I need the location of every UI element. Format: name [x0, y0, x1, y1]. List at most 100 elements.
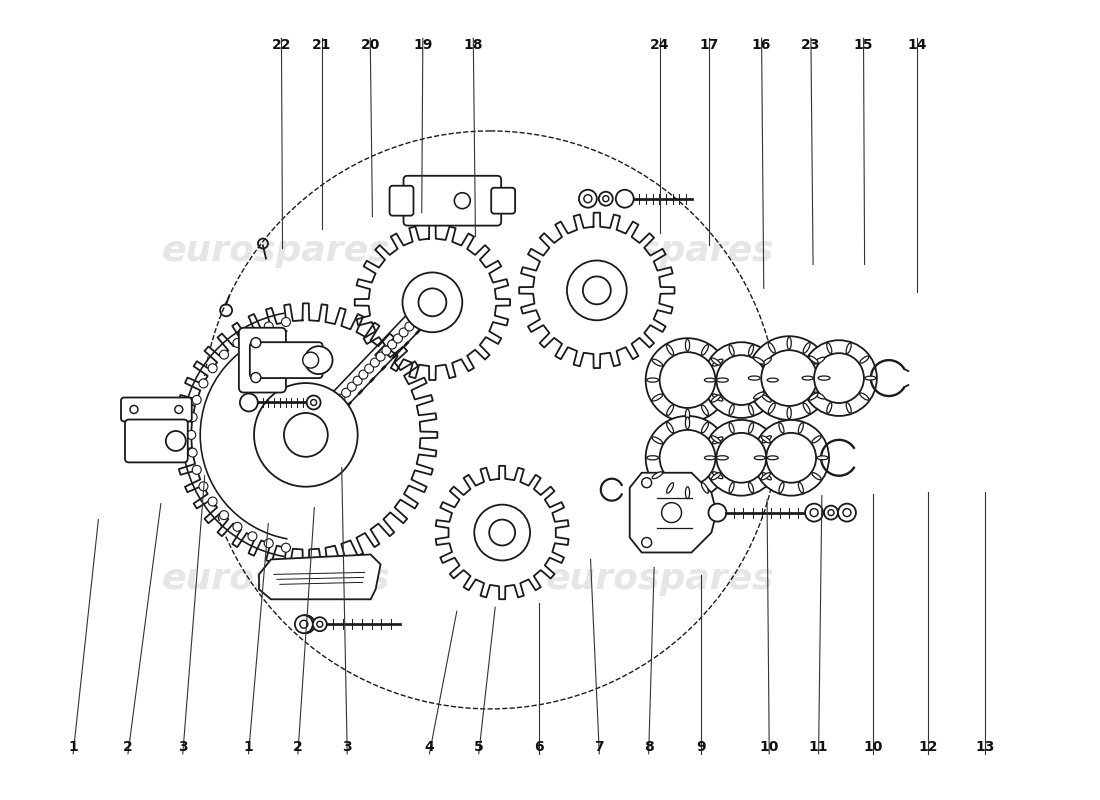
Ellipse shape	[827, 402, 832, 414]
Ellipse shape	[713, 359, 723, 366]
Text: 12: 12	[918, 740, 938, 754]
Circle shape	[754, 420, 829, 496]
Ellipse shape	[713, 472, 723, 478]
Polygon shape	[354, 225, 510, 380]
Circle shape	[324, 406, 333, 415]
Circle shape	[302, 352, 319, 368]
Ellipse shape	[803, 342, 810, 353]
Ellipse shape	[846, 402, 851, 414]
Circle shape	[248, 532, 257, 541]
Ellipse shape	[748, 405, 754, 415]
Circle shape	[418, 288, 447, 316]
Ellipse shape	[761, 436, 770, 443]
Ellipse shape	[814, 392, 825, 399]
Circle shape	[208, 497, 217, 506]
Circle shape	[188, 413, 197, 422]
Ellipse shape	[704, 378, 715, 382]
Ellipse shape	[713, 394, 723, 401]
Ellipse shape	[702, 345, 708, 355]
Ellipse shape	[748, 345, 754, 355]
Circle shape	[264, 322, 273, 331]
Ellipse shape	[762, 436, 771, 443]
Circle shape	[220, 350, 229, 359]
Ellipse shape	[716, 378, 728, 382]
FancyBboxPatch shape	[389, 186, 414, 216]
Text: 3: 3	[178, 740, 188, 754]
Circle shape	[410, 316, 419, 325]
Circle shape	[660, 352, 715, 408]
Text: 9: 9	[696, 740, 706, 754]
Circle shape	[254, 383, 358, 486]
Circle shape	[428, 298, 437, 307]
Ellipse shape	[754, 357, 764, 364]
Text: 24: 24	[650, 38, 670, 52]
Text: 1: 1	[68, 740, 78, 754]
Ellipse shape	[779, 482, 784, 493]
Circle shape	[838, 504, 856, 522]
Ellipse shape	[685, 409, 690, 421]
Circle shape	[348, 382, 356, 391]
Ellipse shape	[814, 357, 825, 364]
Circle shape	[660, 430, 715, 486]
Circle shape	[583, 277, 610, 304]
Text: 4: 4	[425, 740, 435, 754]
Text: 19: 19	[414, 38, 432, 52]
Ellipse shape	[702, 422, 708, 433]
Circle shape	[364, 364, 374, 373]
Text: 16: 16	[752, 38, 771, 52]
Text: 13: 13	[976, 740, 994, 754]
Ellipse shape	[667, 405, 673, 415]
FancyBboxPatch shape	[492, 188, 515, 214]
Text: 10: 10	[864, 740, 883, 754]
Circle shape	[661, 502, 682, 522]
Circle shape	[376, 352, 385, 361]
Ellipse shape	[865, 376, 876, 380]
Circle shape	[297, 615, 315, 633]
Circle shape	[166, 431, 186, 451]
Text: 10: 10	[759, 740, 779, 754]
Circle shape	[382, 346, 390, 355]
Circle shape	[310, 399, 317, 406]
Circle shape	[342, 388, 351, 397]
Text: 6: 6	[535, 740, 543, 754]
Ellipse shape	[652, 437, 662, 444]
Ellipse shape	[748, 482, 754, 493]
Circle shape	[192, 395, 201, 404]
Circle shape	[264, 539, 273, 548]
Polygon shape	[258, 554, 381, 599]
Circle shape	[233, 338, 242, 347]
Ellipse shape	[761, 473, 770, 480]
Circle shape	[251, 373, 261, 382]
Circle shape	[199, 379, 208, 388]
Circle shape	[399, 328, 408, 337]
Ellipse shape	[748, 422, 754, 434]
Ellipse shape	[652, 472, 662, 478]
Circle shape	[704, 420, 779, 496]
Circle shape	[598, 192, 613, 206]
Ellipse shape	[647, 456, 659, 460]
Circle shape	[490, 519, 515, 546]
Ellipse shape	[685, 339, 690, 351]
Ellipse shape	[762, 473, 771, 480]
Text: 22: 22	[272, 38, 292, 52]
Circle shape	[708, 504, 726, 522]
Circle shape	[240, 394, 257, 411]
Ellipse shape	[799, 482, 803, 493]
Circle shape	[403, 273, 462, 332]
Ellipse shape	[685, 417, 690, 429]
Ellipse shape	[667, 345, 673, 355]
Circle shape	[312, 418, 322, 427]
Ellipse shape	[729, 422, 734, 434]
Text: eurospares: eurospares	[546, 234, 774, 267]
Ellipse shape	[762, 395, 771, 402]
Ellipse shape	[762, 358, 771, 366]
Ellipse shape	[768, 403, 776, 414]
Ellipse shape	[799, 422, 803, 434]
Circle shape	[317, 622, 322, 627]
Circle shape	[616, 190, 634, 208]
Text: eurospares: eurospares	[546, 562, 774, 596]
Circle shape	[566, 261, 627, 320]
Circle shape	[394, 334, 403, 343]
Ellipse shape	[748, 376, 760, 380]
Ellipse shape	[788, 407, 791, 419]
